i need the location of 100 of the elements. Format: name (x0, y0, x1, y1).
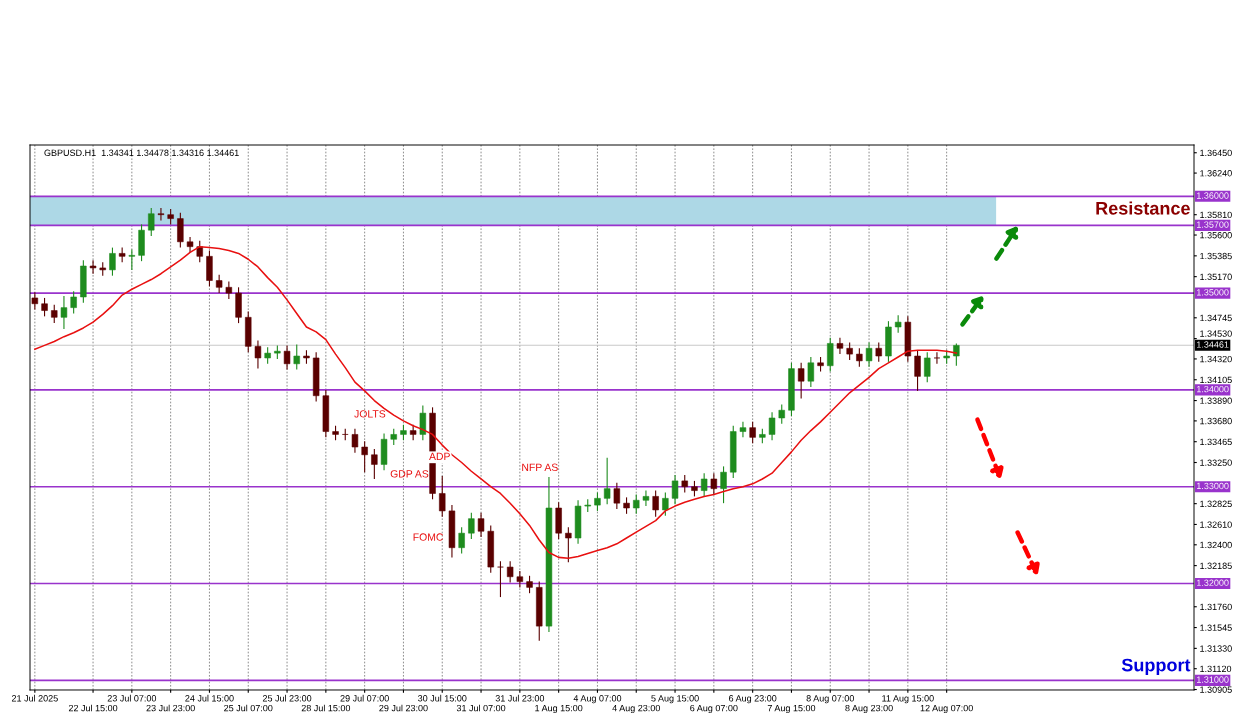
x-tick-label: 25 Jul 23:00 (262, 694, 312, 702)
x-tick-label: 21 Jul 2025 (11, 694, 58, 702)
candlestick (506, 560, 514, 584)
x-tick-label: 31 Jul 23:00 (495, 694, 545, 702)
annotation: GDP AS (390, 470, 429, 478)
candlestick (516, 570, 524, 588)
x-tick-label: 8 Aug 23:00 (845, 704, 893, 714)
y-tick-label: 1.31545 (1200, 624, 1232, 631)
ref-line-label: 1.33000 (1197, 482, 1229, 490)
x-tick-label: 25 Jul 07:00 (224, 704, 273, 712)
candlestick (41, 297, 48, 317)
y-tick-label: 1.36240 (1200, 170, 1232, 177)
y-tick-label: 1.30905 (1200, 686, 1232, 693)
candlestick (710, 472, 718, 496)
candlestick (807, 356, 815, 388)
candlestick (293, 343, 300, 371)
annotation: FOMC (413, 533, 444, 541)
candlestick (254, 339, 262, 370)
ref-line-label: 1.36000 (1197, 192, 1229, 199)
x-tick-label: 7 Aug 15:00 (767, 704, 816, 714)
y-tick-label: 1.35170 (1200, 273, 1232, 281)
candlestick (914, 349, 921, 392)
y-tick-label: 1.33250 (1200, 459, 1232, 466)
candlestick (768, 411, 776, 441)
x-tick-label: 5 Aug 15:00 (651, 695, 699, 704)
candlestick (439, 475, 446, 518)
x-tick-label: 22 Jul 15:00 (68, 704, 118, 712)
x-tick-label: 23 Jul 23:00 (146, 704, 195, 712)
x-tick-label: 4 Aug 07:00 (573, 695, 622, 704)
annotation: Resistance (1096, 201, 1190, 215)
y-tick-label: 1.33890 (1200, 397, 1232, 404)
ref-line-label: 1.34461 (1197, 341, 1229, 348)
annotation: Support (1121, 658, 1191, 675)
candlestick (468, 512, 475, 540)
ref-line-label: 1.31000 (1197, 676, 1229, 683)
candlestick (652, 490, 659, 518)
candlestick (594, 491, 601, 512)
x-tick-label: 31 Jul 07:00 (456, 704, 506, 712)
x-tick-label: 30 Jul 15:00 (418, 694, 467, 702)
candlestick (215, 274, 223, 294)
x-tick-label: 4 Aug 23:00 (612, 704, 660, 714)
x-tick-label: 8 Aug 07:00 (806, 695, 854, 704)
y-tick-label: 1.34320 (1200, 355, 1232, 363)
annotation: NFP AS (522, 463, 558, 471)
candlestick (953, 342, 960, 367)
y-tick-label: 1.32185 (1200, 562, 1232, 569)
candlestick (603, 457, 611, 505)
x-tick-label: 24 Jul 15:00 (185, 694, 234, 702)
y-tick-label: 1.33465 (1200, 438, 1232, 446)
candlestick (283, 344, 291, 371)
ref-line-label: 1.34000 (1197, 385, 1229, 393)
y-tick-label: 1.32610 (1200, 521, 1232, 528)
candlestick (225, 280, 233, 300)
candlestick (371, 448, 378, 480)
y-tick-label: 1.35385 (1200, 252, 1232, 260)
x-tick-label: 12 Aug 07:00 (920, 704, 973, 714)
candlestick (671, 474, 679, 505)
candlestick (749, 421, 756, 444)
line-series (34, 245, 958, 560)
y-tick-label: 1.31760 (1200, 603, 1232, 611)
candlestick (70, 290, 77, 314)
x-tick-label: 29 Jul 07:00 (340, 694, 389, 702)
y-tick-label: 1.33680 (1200, 417, 1232, 425)
candlestick (933, 351, 941, 365)
x-tick-label: 1 Aug 15:00 (535, 704, 583, 714)
candlestick (720, 465, 727, 504)
y-tick-label: 1.34745 (1200, 314, 1232, 322)
candlestick (613, 482, 621, 510)
candlestick (477, 512, 485, 538)
x-tick-label: 6 Aug 07:00 (690, 704, 738, 714)
candlestick (739, 421, 747, 438)
candlestick (778, 403, 785, 425)
candlestick (565, 526, 572, 563)
candlestick (196, 240, 203, 263)
ref-line-label: 1.35700 (1197, 221, 1229, 228)
candlestick (148, 207, 155, 237)
candlestick (924, 351, 931, 383)
candlestick (633, 493, 640, 515)
candlestick (31, 291, 39, 311)
candlestick (497, 560, 504, 598)
annotation: ADP (429, 452, 450, 460)
candlestick (109, 247, 116, 277)
candlestick (642, 490, 650, 507)
x-tick-label: 28 Jul 15:00 (301, 704, 351, 712)
annotation: JOLTS (354, 410, 386, 418)
x-tick-label: 23 Jul 07:00 (107, 694, 157, 702)
y-tick-label: 1.36450 (1200, 149, 1232, 157)
x-tick-label: 29 Jul 23:00 (379, 704, 428, 712)
candlestick (797, 362, 805, 400)
y-tick-label: 1.34530 (1200, 330, 1232, 337)
ref-line-label: 1.35000 (1197, 289, 1229, 296)
candlestick (51, 304, 58, 324)
candlestick (60, 295, 68, 330)
candlestick (128, 248, 136, 271)
candlestick (186, 236, 194, 254)
x-tick-label: 11 Aug 15:00 (882, 695, 934, 704)
y-tick-label: 1.31330 (1200, 645, 1232, 652)
candlestick (419, 404, 427, 441)
y-tick-label: 1.35600 (1200, 231, 1232, 239)
y-tick-label: 1.34105 (1200, 376, 1232, 384)
